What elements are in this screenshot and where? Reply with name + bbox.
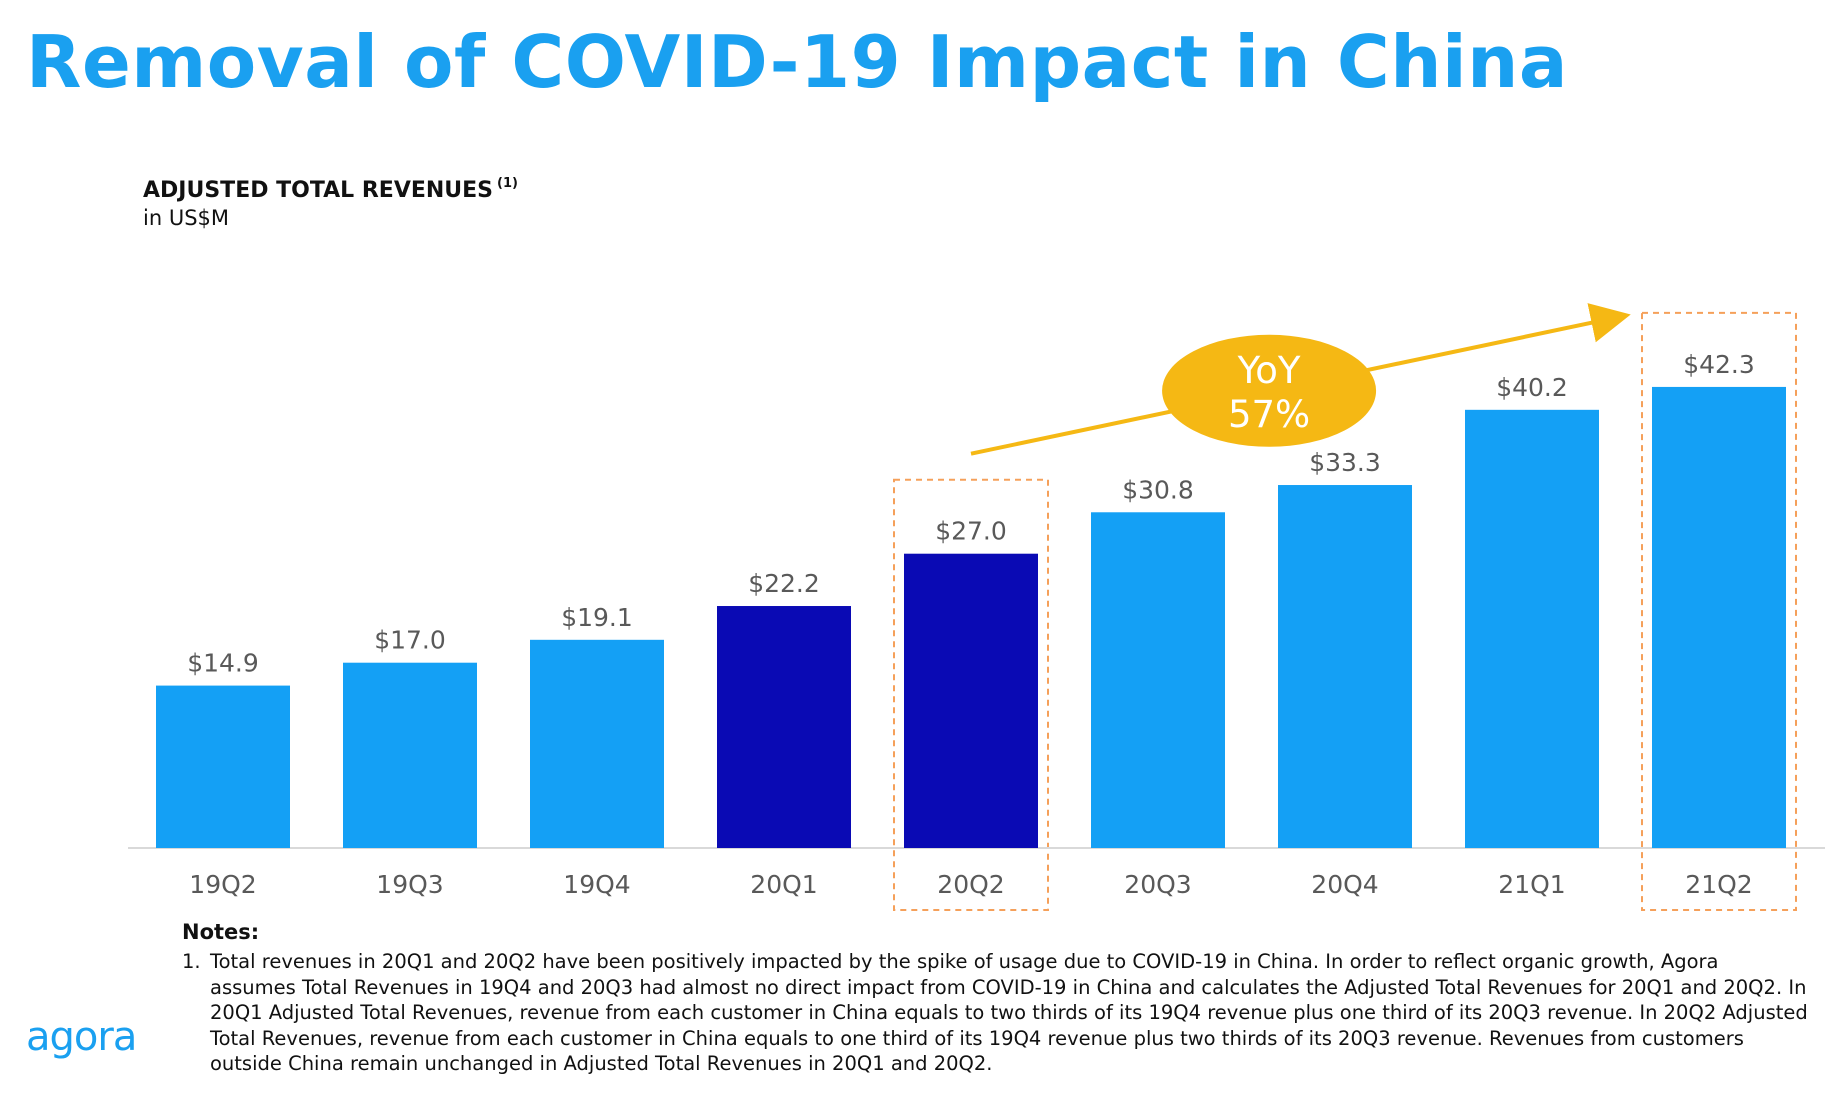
bar-20Q3 — [1091, 512, 1225, 848]
category-label-20Q2: 20Q2 — [937, 870, 1004, 899]
bar-20Q1 — [717, 606, 851, 848]
note-text: Total revenues in 20Q1 and 20Q2 have bee… — [210, 950, 1808, 1075]
highlight-box-20Q2 — [893, 478, 1049, 911]
note-number: 1. — [182, 950, 201, 973]
agora-logo: agora — [26, 1014, 137, 1060]
category-label-19Q4: 19Q4 — [563, 870, 630, 899]
yoy-badge — [1162, 334, 1377, 447]
value-label-20Q3: $30.8 — [1122, 475, 1194, 504]
yoy-badge-label: YoY — [1237, 349, 1301, 392]
value-label-19Q4: $19.1 — [561, 603, 633, 632]
page-title: Removal of COVID-19 Impact in China — [26, 20, 1568, 104]
bar-19Q4 — [530, 639, 664, 848]
category-label-20Q1: 20Q1 — [750, 870, 817, 899]
bar-19Q3 — [343, 662, 477, 848]
value-label-21Q2: $42.3 — [1683, 350, 1755, 379]
value-label-20Q4: $33.3 — [1309, 448, 1381, 477]
highlight-box-21Q2 — [1641, 311, 1797, 911]
category-label-19Q2: 19Q2 — [189, 870, 256, 899]
category-label-21Q2: 21Q2 — [1685, 870, 1752, 899]
bar-21Q1 — [1465, 409, 1599, 848]
value-label-21Q1: $40.2 — [1496, 373, 1568, 402]
category-label-19Q3: 19Q3 — [376, 870, 443, 899]
value-label-20Q1: $22.2 — [748, 569, 820, 598]
bar-19Q2 — [156, 685, 290, 848]
chart-title: ADJUSTED TOTAL REVENUES (1) — [143, 176, 518, 203]
chart-subtitle: in US$M — [143, 206, 229, 230]
notes-heading: Notes: — [182, 920, 260, 944]
notes-list: 1. Total revenues in 20Q1 and 20Q2 have b… — [182, 949, 1822, 1077]
category-label-20Q4: 20Q4 — [1311, 870, 1378, 899]
bar-20Q4 — [1278, 485, 1412, 848]
revenue-bar-chart: $14.9 19Q2 $17.0 19Q3 $19.1 19Q4 $22.2 20Q1 $27.… — [128, 303, 1825, 911]
chart-title-text: ADJUSTED TOTAL REVENUES — [143, 178, 494, 203]
yoy-badge-value: 57% — [1228, 393, 1310, 436]
bar-20Q2 — [904, 553, 1038, 848]
value-label-20Q2: $27.0 — [935, 517, 1007, 546]
value-label-19Q3: $17.0 — [374, 626, 446, 655]
chart-title-footnote: (1) — [497, 176, 518, 191]
category-label-20Q3: 20Q3 — [1124, 870, 1191, 899]
value-label-19Q2: $14.9 — [187, 649, 259, 678]
bar-21Q2 — [1652, 386, 1786, 848]
category-label-21Q1: 21Q1 — [1498, 870, 1565, 899]
